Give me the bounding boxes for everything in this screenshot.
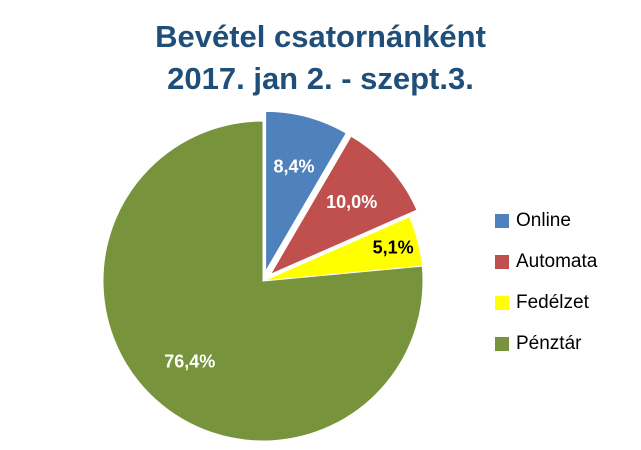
legend-label-automata: Automata: [516, 250, 598, 272]
legend-label-online: Online: [516, 209, 571, 231]
legend-item-online: Online: [495, 200, 635, 241]
pie-slice-automata: [269, 135, 418, 276]
pie-slice-pénztár: [102, 120, 424, 442]
legend: Online Automata Fedélzet Pénztár: [495, 200, 635, 364]
legend-item-automata: Automata: [495, 241, 635, 282]
data-label-automata: 10,0%: [326, 192, 377, 212]
legend-swatch-automata: [495, 254, 509, 269]
data-label-pénztár: 76,4%: [164, 351, 215, 371]
legend-swatch-penztar: [495, 336, 509, 351]
pie-slice-online: [265, 110, 347, 274]
legend-item-fedelzet: Fedélzet: [495, 282, 635, 323]
data-label-fedélzet: 5,1%: [373, 237, 414, 257]
chart-subtitle: 2017. jan 2. - szept.3.: [167, 61, 474, 96]
chart-title: Bevétel csatornánként: [155, 19, 486, 54]
legend-swatch-online: [495, 213, 509, 228]
data-label-online: 8,4%: [274, 156, 315, 176]
legend-swatch-fedelzet: [495, 295, 509, 310]
legend-item-penztar: Pénztár: [495, 323, 635, 364]
legend-label-fedelzet: Fedélzet: [516, 291, 589, 313]
legend-label-penztar: Pénztár: [516, 332, 582, 354]
chart-title-block: Bevétel csatornánként 2017. jan 2. - sze…: [0, 16, 641, 100]
